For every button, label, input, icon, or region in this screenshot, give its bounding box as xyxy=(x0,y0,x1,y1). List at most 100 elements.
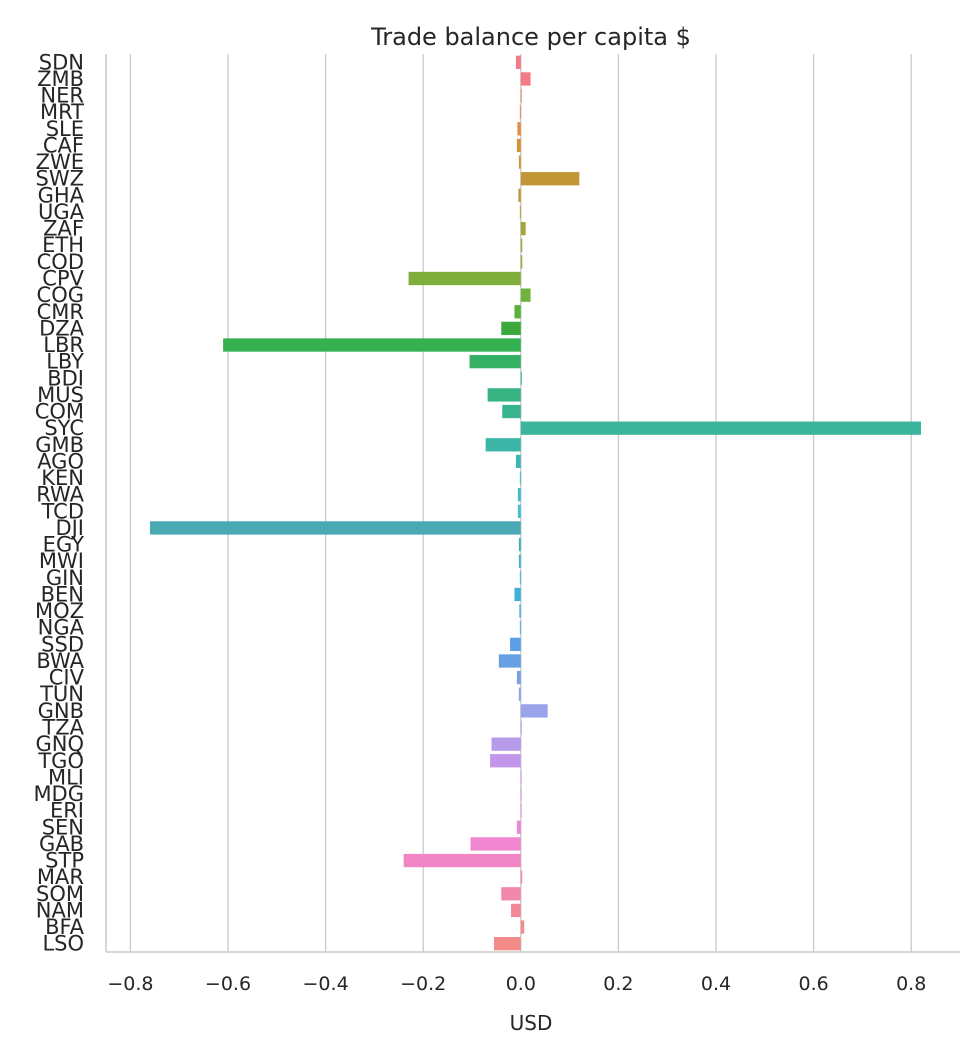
category-label: AGO xyxy=(37,449,84,473)
category-label: MAR xyxy=(37,865,84,889)
x-tick-label: −0.6 xyxy=(205,973,251,995)
bar-gha xyxy=(518,188,521,203)
bar-cog xyxy=(520,288,531,302)
category-label: DJI xyxy=(55,516,84,540)
bar-ken xyxy=(519,471,521,485)
category-label: GNB xyxy=(38,699,84,723)
bar-tgo xyxy=(490,754,521,768)
bar-zaf xyxy=(520,221,526,236)
bar-gin xyxy=(519,571,521,585)
category-label: COG xyxy=(37,283,84,307)
bar-zmb xyxy=(520,72,531,86)
bar-ago xyxy=(515,454,521,469)
bar-tun xyxy=(518,687,521,701)
bar-ner xyxy=(520,88,522,103)
category-label: BDI xyxy=(47,366,84,390)
category-label: EGY xyxy=(43,533,84,557)
category-label: DZA xyxy=(39,316,85,340)
category-label: BWA xyxy=(36,649,84,673)
category-label: GMB xyxy=(35,433,84,457)
category-label: GHA xyxy=(38,183,85,207)
bar-gnb xyxy=(520,704,548,718)
bar-dji xyxy=(149,521,521,535)
x-tick-label: −0.2 xyxy=(400,973,446,995)
bar-dza xyxy=(501,321,521,336)
bar-uga xyxy=(519,205,521,219)
bar-gab xyxy=(470,837,521,851)
x-tick-label: 0.0 xyxy=(506,973,536,995)
bar-stp xyxy=(403,853,521,868)
bar-civ xyxy=(516,670,521,685)
bar-sle xyxy=(517,122,521,136)
bar-moz xyxy=(519,604,521,618)
category-label: CIV xyxy=(49,666,85,690)
category-label: COM xyxy=(35,400,84,424)
category-label: COD xyxy=(37,250,84,274)
category-label: SOM xyxy=(36,882,84,906)
bars xyxy=(149,55,921,951)
category-label: BEN xyxy=(41,582,84,606)
category-label: LBY xyxy=(46,350,84,374)
x-tick-label: −0.4 xyxy=(303,973,349,995)
category-label: MWI xyxy=(39,549,84,573)
bar-egy xyxy=(518,537,521,552)
category-label: ERI xyxy=(50,799,84,823)
x-tick-label: 0.6 xyxy=(798,973,828,995)
bar-swz xyxy=(520,172,580,186)
category-label: SWZ xyxy=(36,167,84,191)
bar-ben xyxy=(514,587,521,602)
x-tick-label: 0.2 xyxy=(603,973,633,995)
bar-com xyxy=(502,404,521,419)
x-tick-label: −0.8 xyxy=(107,973,153,995)
category-label: TUN xyxy=(39,682,84,706)
bar-eth xyxy=(520,238,523,252)
category-label: ZWE xyxy=(36,150,84,174)
category-label: ZAF xyxy=(43,217,84,241)
category-label: NAM xyxy=(36,898,84,922)
category-label: SLE xyxy=(46,117,84,141)
category-label: ETH xyxy=(42,233,84,257)
category-label: LSO xyxy=(42,932,84,956)
bar-cod xyxy=(520,255,523,269)
category-label: KEN xyxy=(41,466,84,490)
bar-cmr xyxy=(514,305,521,319)
bar-eri xyxy=(520,803,522,818)
bar-mus xyxy=(487,388,521,402)
category-label: NGA xyxy=(38,616,85,640)
x-gridlines xyxy=(129,54,912,952)
bar-syc xyxy=(520,421,921,435)
bar-lso xyxy=(493,937,521,951)
category-label: SDN xyxy=(39,50,84,74)
category-label: NER xyxy=(40,84,84,108)
category-label: CPV xyxy=(42,267,84,291)
bar-sdn xyxy=(515,55,521,69)
x-tick-label: 0.8 xyxy=(896,973,926,995)
category-label: SYC xyxy=(44,416,84,440)
category-label: ZMB xyxy=(37,67,84,91)
category-label: MRT xyxy=(40,100,84,124)
bar-ssd xyxy=(510,637,521,652)
category-label: GNQ xyxy=(35,732,84,756)
category-label: TGO xyxy=(37,749,84,773)
bar-bfa xyxy=(520,920,525,934)
category-label: TZA xyxy=(41,716,84,740)
category-label: SSD xyxy=(41,632,84,656)
bar-rwa xyxy=(517,488,521,502)
category-label: RWA xyxy=(36,483,84,507)
bar-gmb xyxy=(485,438,521,452)
x-tick-label: 0.4 xyxy=(701,973,731,995)
category-label: GAB xyxy=(39,832,84,856)
category-label: SEN xyxy=(42,815,84,839)
bar-mli xyxy=(520,770,522,785)
bar-gnq xyxy=(491,737,521,751)
x-axis-label: USD xyxy=(510,1011,553,1035)
category-label: CMR xyxy=(37,300,84,324)
category-label: GIN xyxy=(46,566,84,590)
bar-mrt xyxy=(519,105,521,119)
bar-cpv xyxy=(408,271,521,286)
category-label: LBR xyxy=(43,333,84,357)
category-label: UGA xyxy=(38,200,85,224)
bar-mar xyxy=(520,870,523,884)
bar-mwi xyxy=(518,554,521,568)
